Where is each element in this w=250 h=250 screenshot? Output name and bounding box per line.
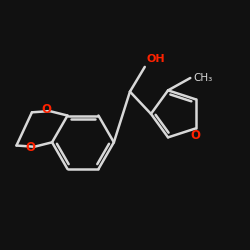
Text: O: O: [26, 142, 36, 154]
Text: CH₃: CH₃: [193, 73, 212, 83]
Text: O: O: [41, 103, 51, 116]
Text: OH: OH: [147, 54, 166, 64]
Text: O: O: [191, 129, 201, 142]
